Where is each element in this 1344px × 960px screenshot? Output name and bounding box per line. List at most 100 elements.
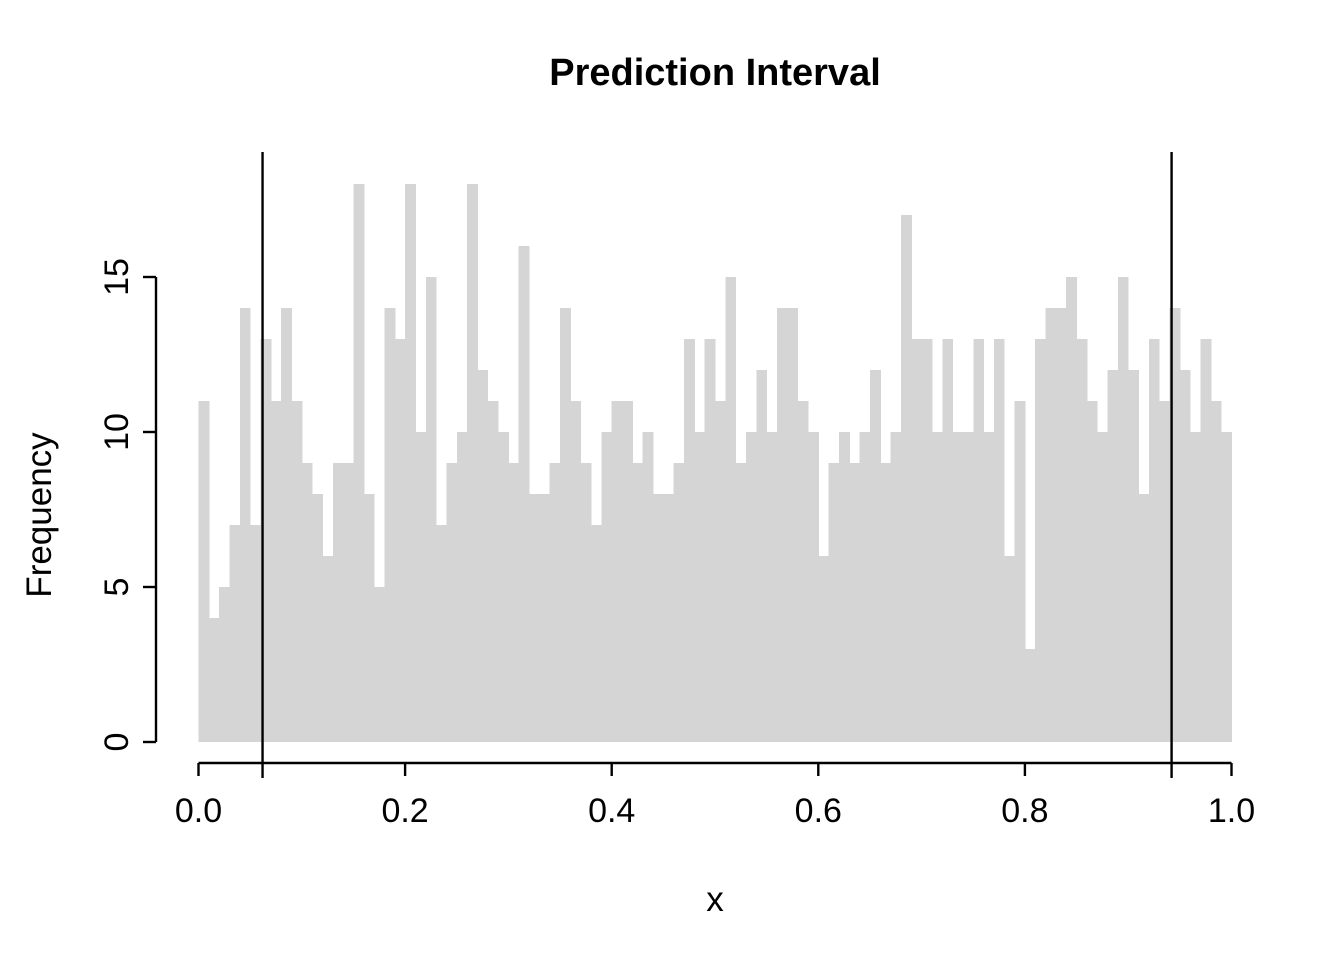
histogram-bar [745, 432, 757, 742]
histogram-bar [1117, 277, 1129, 742]
histogram-bar [694, 432, 706, 742]
histogram-bar [900, 215, 912, 742]
histogram-bar [725, 277, 737, 742]
histogram-bar [198, 401, 210, 742]
histogram-bar [1097, 432, 1109, 742]
histogram-bar [828, 463, 840, 742]
histogram-bar [766, 432, 778, 742]
histogram-bar [260, 339, 272, 742]
histogram-bar [456, 432, 468, 742]
histogram-bar [281, 308, 292, 742]
histogram-bar [239, 308, 251, 742]
histogram-bar [343, 463, 354, 742]
histogram-bar [1055, 308, 1067, 742]
histogram-bar [849, 463, 861, 742]
x-tick-label: 0.6 [795, 792, 842, 830]
y-axis-label: Frequency [20, 432, 59, 598]
x-tick-label: 0.2 [381, 792, 428, 830]
histogram-bar [890, 432, 902, 742]
histogram-bar [735, 463, 747, 742]
histogram-bar [921, 339, 933, 742]
histogram-bar [787, 308, 799, 742]
x-tick-label: 1.0 [1208, 792, 1255, 830]
histogram-bar [1159, 401, 1171, 742]
histogram-bar [508, 463, 520, 742]
histogram-bar [797, 401, 809, 742]
histogram-bar [684, 339, 695, 742]
histogram-bar [838, 432, 850, 742]
histogram-bar [518, 246, 530, 742]
histogram-bar [962, 432, 974, 742]
histogram-bar [539, 494, 551, 742]
histogram-bar [642, 432, 654, 742]
histogram-bar [1024, 649, 1036, 742]
histogram-bar [1035, 339, 1047, 742]
histogram-bar [704, 339, 716, 742]
histogram-bar [570, 401, 582, 742]
histogram-bar [1148, 339, 1160, 742]
histogram-bar [529, 494, 540, 742]
histogram-bar [291, 401, 303, 742]
histogram-bar [1045, 308, 1057, 742]
histogram-bar [1004, 556, 1016, 742]
histogram-bar [394, 339, 406, 742]
histogram-bar [1138, 494, 1150, 742]
histogram-bar [270, 401, 282, 742]
histogram-bar [673, 463, 685, 742]
histogram-bar [1179, 370, 1191, 742]
histogram-bar [487, 401, 499, 742]
histogram-bar [374, 587, 385, 742]
histogram-bar [436, 525, 447, 742]
histogram-bar [405, 184, 416, 742]
y-tick-label: 5 [98, 578, 136, 597]
histogram-bar [1014, 401, 1026, 742]
histogram-bar [880, 463, 892, 742]
chart-title: Prediction Interval [549, 52, 881, 94]
x-tick-label: 0.0 [175, 792, 222, 830]
histogram-bar [208, 618, 220, 742]
x-tick-label: 0.4 [588, 792, 635, 830]
histogram-bar [993, 339, 1005, 742]
histogram-bar [446, 463, 458, 742]
histogram-bar [498, 432, 509, 742]
histogram-bar [1107, 370, 1119, 742]
histogram-bar [322, 556, 334, 742]
y-tick-label: 15 [98, 258, 136, 296]
histogram-bar [580, 463, 592, 742]
histogram-bar [601, 432, 613, 742]
y-tick-label: 0 [98, 733, 136, 752]
histogram-bar [818, 556, 830, 742]
histogram-bar [807, 432, 819, 742]
histogram-bar [250, 525, 261, 742]
histogram-bar [363, 494, 375, 742]
histogram-bar [219, 587, 230, 742]
histogram-bar [301, 463, 313, 742]
histogram-bar [776, 308, 788, 742]
histogram-bar [983, 432, 995, 742]
histogram-bar [663, 494, 675, 742]
histogram-bar [611, 401, 623, 742]
histogram-bar [622, 401, 633, 742]
histogram-bar [653, 494, 664, 742]
histogram-bar [869, 370, 881, 742]
histogram-bar [756, 370, 768, 742]
histogram-bar [384, 308, 396, 742]
histogram-bar [715, 401, 726, 742]
histogram-bar [1169, 308, 1181, 742]
histogram-bar [1190, 432, 1202, 742]
histogram-bar [1128, 370, 1140, 742]
histogram-bar [911, 339, 923, 742]
histogram-bar [312, 494, 323, 742]
histogram-bar [353, 184, 365, 742]
histogram-bar [1210, 401, 1222, 742]
histogram-bar [1200, 339, 1212, 742]
histogram-bar [229, 525, 241, 742]
histogram-bar [859, 432, 871, 742]
histogram-bar [467, 184, 478, 742]
histogram-bar [1221, 432, 1232, 742]
histogram-bar [549, 463, 561, 742]
x-axis-label: x [706, 880, 724, 919]
histogram-bar [973, 339, 985, 742]
